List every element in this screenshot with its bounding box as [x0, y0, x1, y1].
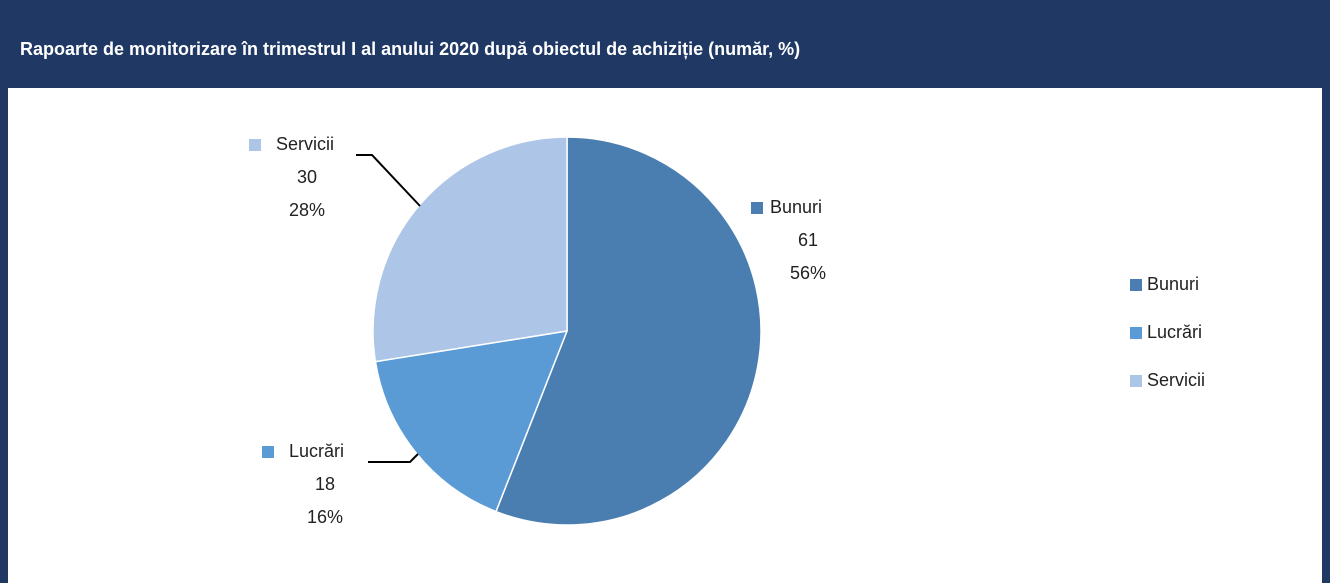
data-label-name: Lucrări	[289, 441, 344, 461]
data-label-name: Bunuri	[770, 197, 822, 217]
leader-line	[356, 154, 421, 207]
legend-label: Lucrări	[1147, 322, 1202, 342]
label-swatch	[249, 139, 261, 151]
leader-line	[368, 453, 419, 463]
frame-right	[1322, 88, 1330, 583]
legend-label: Bunuri	[1147, 274, 1199, 294]
data-label-name: Servicii	[276, 134, 334, 154]
data-label-value: 18	[315, 474, 335, 494]
data-label-percent: 56%	[790, 263, 826, 283]
data-label-value: 61	[798, 230, 818, 250]
label-swatch	[262, 446, 274, 458]
label-swatch	[751, 202, 763, 214]
legend-swatch	[1130, 327, 1142, 339]
data-label-value: 30	[297, 167, 317, 187]
chart-title: Rapoarte de monitorizare în trimestrul I…	[20, 39, 800, 59]
pie-slice	[374, 330, 569, 513]
frame-left	[0, 88, 8, 583]
pie-slice	[495, 136, 762, 526]
legend-swatch	[1130, 375, 1142, 387]
data-label-percent: 16%	[307, 507, 343, 527]
data-label-percent: 28%	[289, 200, 325, 220]
legend-swatch	[1130, 279, 1142, 291]
legend-label: Servicii	[1147, 370, 1205, 390]
header-bar	[0, 0, 1330, 88]
